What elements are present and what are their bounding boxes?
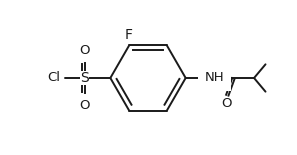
Text: NH: NH [205, 71, 224, 84]
Text: O: O [79, 99, 90, 112]
Text: O: O [79, 44, 90, 57]
Text: S: S [80, 71, 89, 85]
Text: O: O [221, 97, 231, 110]
Text: Cl: Cl [47, 71, 60, 84]
Text: F: F [124, 28, 132, 42]
